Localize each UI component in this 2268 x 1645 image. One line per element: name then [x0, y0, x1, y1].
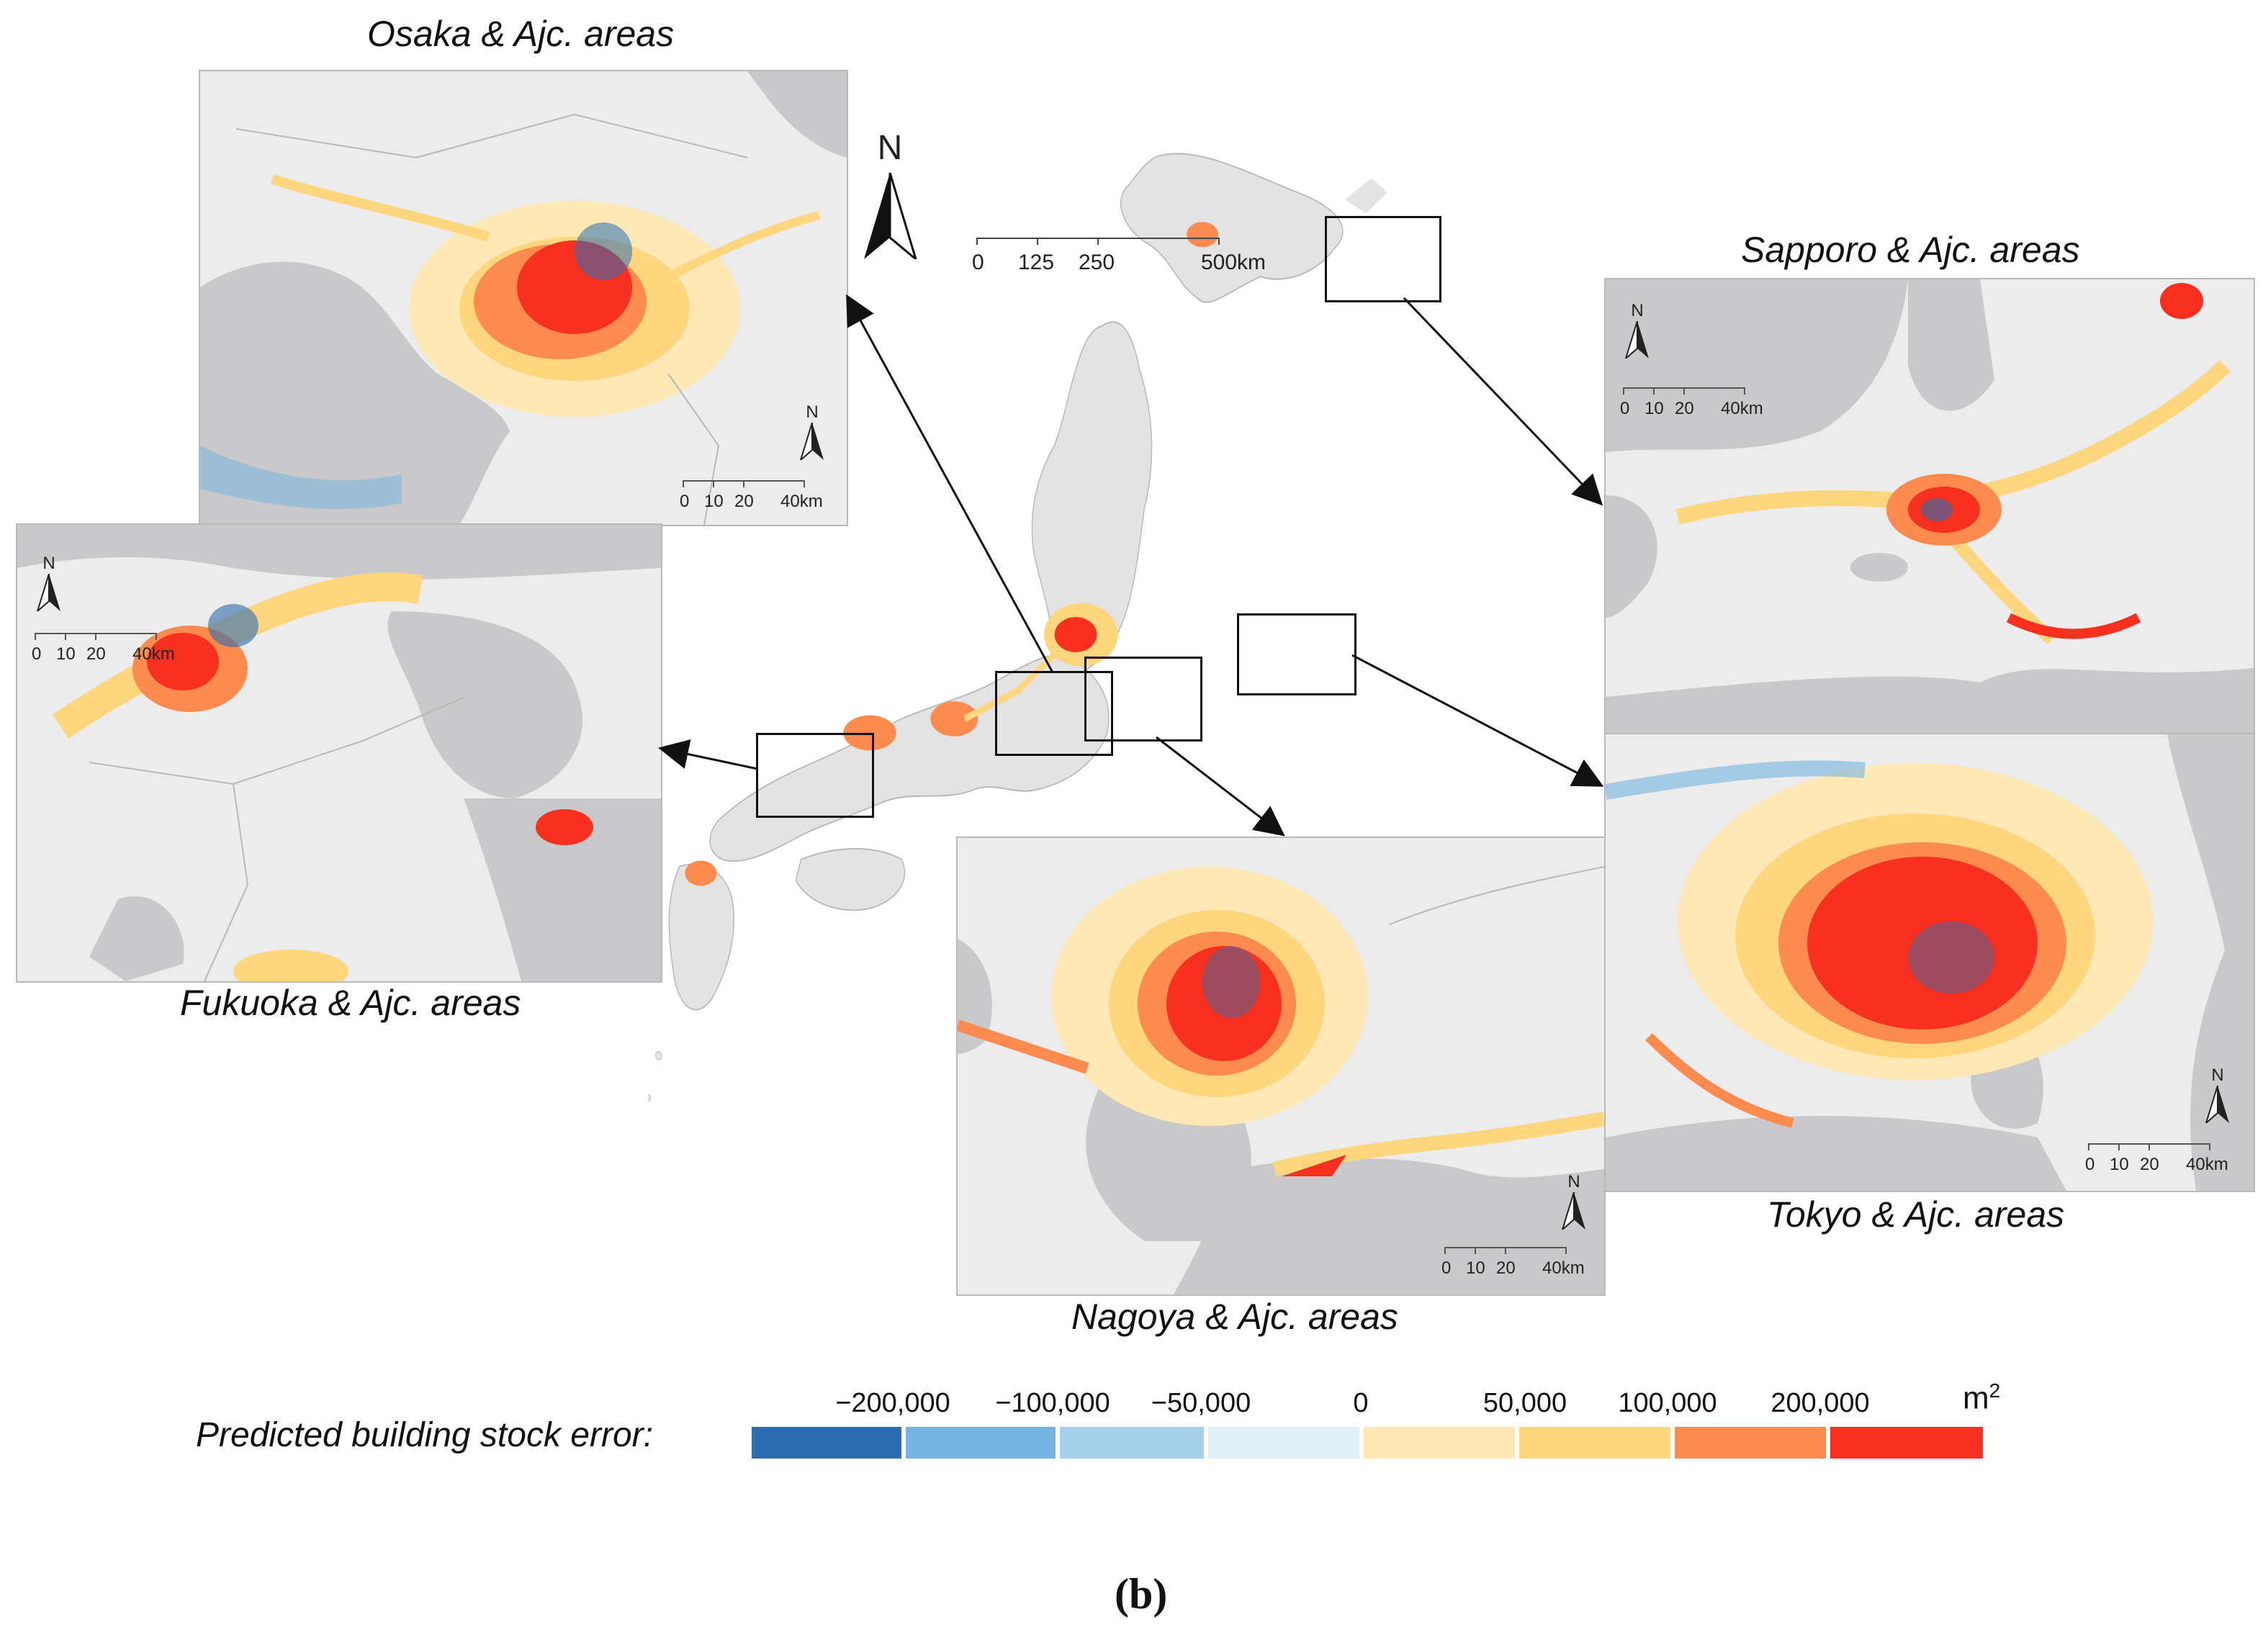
legend-swatch-6 — [1519, 1427, 1670, 1459]
tokyo-inset-map: N 0 10 20 40km — [1604, 733, 2255, 1192]
nagoya-inset-title: Nagoya & Ajc. areas — [1071, 1297, 1398, 1337]
north-arrow-icon — [799, 423, 824, 460]
north-arrow-icon — [36, 574, 60, 611]
legend-unit: m2 — [1963, 1379, 2001, 1416]
legend-swatch-1 — [752, 1427, 901, 1459]
tokyo-north-arrow: N — [2203, 1065, 2232, 1123]
tokyo-scale-bar: 0 10 20 40km — [2085, 1143, 2228, 1179]
sapporo-map-graphic — [1606, 279, 2254, 733]
legend-tick-label: −200,000 — [835, 1388, 950, 1418]
frame-fukuoka — [756, 733, 874, 818]
legend-swatch-4 — [1208, 1427, 1359, 1459]
main-north-arrow: N — [861, 128, 919, 265]
north-arrow-icon — [864, 173, 917, 259]
legend-tick-label: −50,000 — [1151, 1388, 1251, 1418]
north-arrow-icon — [2205, 1086, 2229, 1123]
frame-osaka — [995, 671, 1113, 756]
osaka-north-arrow: N — [798, 402, 827, 460]
fukuoka-map-graphic — [17, 525, 661, 981]
osaka-inset-title: Osaka & Ajc. areas — [367, 14, 675, 54]
main-scale-bar: 0 125 250 500 km — [972, 238, 1266, 281]
legend-tick-label: 0 — [1353, 1388, 1369, 1418]
nagoya-scale-bar: 0 10 20 40km — [1441, 1247, 1585, 1283]
nagoya-map-graphic — [958, 838, 1604, 1294]
legend-swatch-2 — [906, 1427, 1056, 1459]
legend-title: Predicted building stock error: — [196, 1416, 653, 1454]
frame-tokyo — [1237, 613, 1356, 695]
frame-sapporo — [1325, 216, 1441, 302]
legend-tick-label: 50,000 — [1482, 1388, 1567, 1418]
frame-nagoya — [1084, 657, 1202, 742]
sapporo-north-arrow: N — [1623, 301, 1652, 359]
fukuoka-inset-title: Fukuoka & Ajc. areas — [180, 983, 521, 1023]
fukuoka-inset-map: N 0 10 20 40km — [16, 523, 662, 983]
fukuoka-north-arrow: N — [35, 554, 63, 611]
osaka-inset-map: N 0 10 20 40km — [199, 70, 848, 526]
japan-overview-map — [648, 153, 1387, 1102]
north-arrow-icon — [1561, 1192, 1585, 1230]
sapporo-scale-bar: 0 10 20 40km — [1620, 387, 1763, 423]
sapporo-inset-title: Sapporo & Ajc. areas — [1741, 230, 2080, 270]
legend-swatch-5 — [1364, 1427, 1515, 1459]
tokyo-map-graphic — [1606, 734, 2254, 1191]
osaka-scale-bar: 0 10 20 40km — [680, 480, 823, 516]
figure-panel-label: (b) — [1115, 1570, 1168, 1618]
tokyo-inset-title: Tokyo & Ajc. areas — [1767, 1194, 2065, 1235]
osaka-map-graphic — [200, 71, 847, 525]
legend-swatch-7 — [1675, 1427, 1826, 1459]
fukuoka-scale-bar: 0 10 20 40km — [32, 633, 175, 669]
legend-tick-label: 200,000 — [1770, 1388, 1870, 1418]
legend-tick-label: 100,000 — [1618, 1388, 1717, 1418]
nagoya-inset-map: N 0 10 20 40km — [956, 837, 1606, 1296]
legend-swatch-8 — [1830, 1427, 1983, 1459]
nagoya-north-arrow: N — [1560, 1172, 1588, 1230]
sapporo-inset-map: N 0 10 20 40km — [1604, 278, 2255, 734]
legend-tick-label: −100,000 — [995, 1388, 1110, 1418]
legend-swatch-3 — [1060, 1427, 1204, 1459]
north-arrow-icon — [1624, 321, 1649, 359]
